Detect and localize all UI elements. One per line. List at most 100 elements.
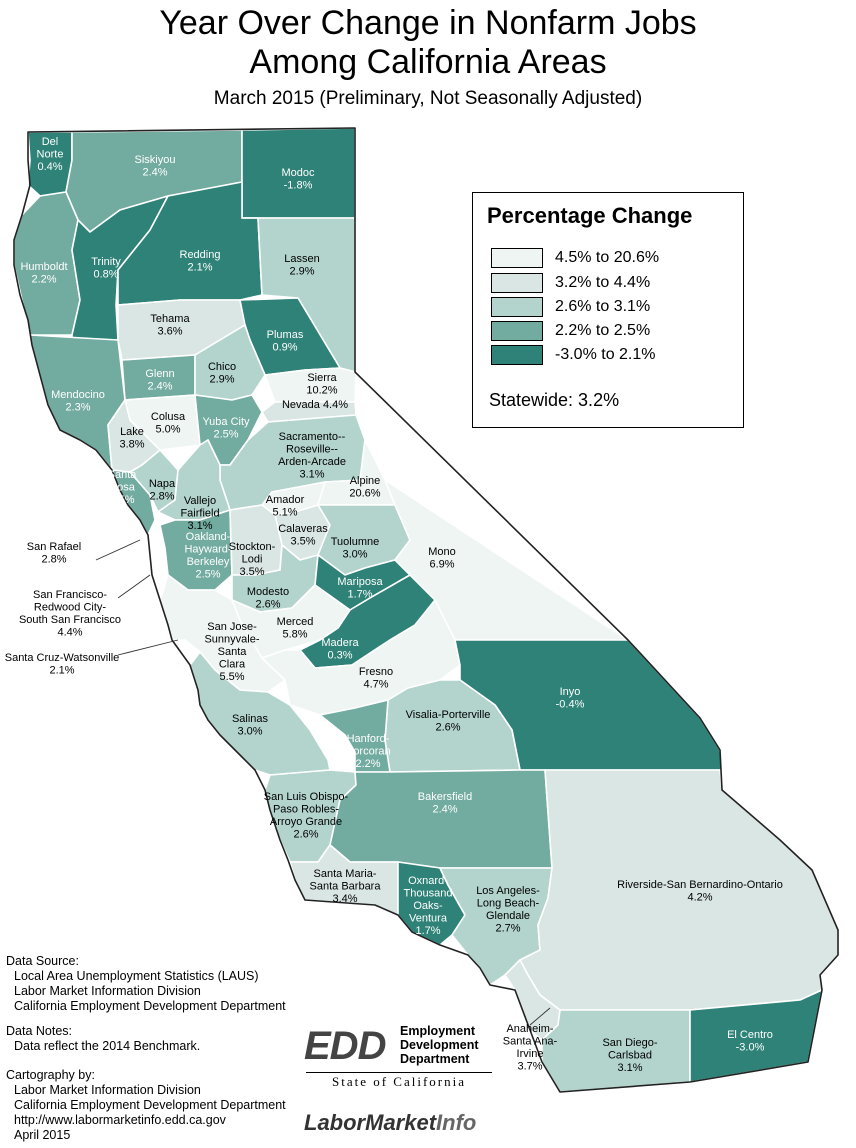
area-label-chico: Chico 2.9% bbox=[208, 361, 236, 386]
area-label-tuolumne: Tuolumne 3.0% bbox=[331, 536, 380, 561]
cartography-heading: Cartography by: bbox=[6, 1068, 95, 1082]
edd-logo-line: Development bbox=[400, 1038, 479, 1052]
area-label-line: 0.8% bbox=[93, 269, 118, 281]
legend-swatch-4 bbox=[491, 321, 543, 341]
area-label-line: San Francisco- bbox=[33, 589, 107, 601]
area-label-line: 3.5% bbox=[239, 566, 264, 578]
area-label-line: 2.4% bbox=[432, 804, 457, 816]
area-label-line: 3.4% bbox=[332, 893, 357, 905]
area-label-line: San Rafael bbox=[27, 541, 81, 553]
area-label-line: Hanford- bbox=[347, 733, 390, 745]
area-label-line: Vallejo bbox=[184, 495, 216, 507]
area-label-oxnard: Oxnard-Thousand Oaks-Ventura 1.7% bbox=[404, 875, 453, 937]
area-label-line: 20.6% bbox=[349, 488, 380, 500]
region-oakland bbox=[159, 509, 233, 591]
area-label-line: 5.8% bbox=[282, 629, 307, 641]
legend-label-1: 4.5% to 20.6% bbox=[555, 249, 660, 266]
labormarketinfo-logo: LaborMarketInfo bbox=[304, 1110, 476, 1136]
legend-class-3: 2.6% to 3.1% bbox=[491, 297, 731, 317]
area-label-line: El Centro bbox=[727, 1029, 773, 1041]
state-outline bbox=[13, 127, 839, 1093]
area-label-line: 3.1% bbox=[299, 469, 324, 481]
legend-label-4: 2.2% to 2.5% bbox=[555, 322, 651, 339]
area-label-line: 2.9% bbox=[209, 374, 234, 386]
cartography-line: http://www.labormarketinfo.edd.ca.gov bbox=[14, 1113, 226, 1127]
area-label-bakersfield: Bakersfield 2.4% bbox=[418, 791, 472, 816]
lmi-logo-part2: Info bbox=[436, 1110, 477, 1135]
area-label-line: 5.1% bbox=[272, 507, 297, 519]
area-label-line: Oakland- bbox=[186, 531, 231, 543]
area-label-offmap-48: San Francisco-Redwood City-South San Fra… bbox=[19, 589, 121, 639]
leader-san-francisco bbox=[117, 574, 151, 599]
area-label-line: Nevada 4.4% bbox=[282, 399, 348, 411]
area-label-line: Fairfield bbox=[180, 508, 219, 520]
area-label-line: Hayward- bbox=[184, 544, 231, 556]
area-label-line: 0.4% bbox=[37, 161, 62, 173]
area-label-line: -1.8% bbox=[284, 180, 313, 192]
area-label-mono: Mono 6.9% bbox=[428, 546, 456, 571]
area-label-line: Plumas bbox=[267, 329, 304, 341]
legend-class-4: 2.2% to 2.5% bbox=[491, 321, 731, 341]
area-label-line: Arroyo Grande bbox=[270, 816, 342, 828]
area-label-stockton-lodi: Stockton-Lodi 3.5% bbox=[229, 541, 276, 578]
area-label-line: Paso Robles- bbox=[273, 804, 339, 816]
area-label-line: 2.3% bbox=[65, 402, 90, 414]
area-label-salinas: Salinas 3.0% bbox=[232, 713, 269, 738]
statewide-change: Statewide: 3.2% bbox=[489, 390, 620, 410]
area-label-glenn: Glenn 2.4% bbox=[145, 368, 174, 393]
area-label-line: 3.5% bbox=[290, 536, 315, 548]
area-label-line: 2.2% bbox=[31, 274, 56, 286]
area-label-line: Fresno bbox=[359, 666, 393, 678]
area-label-line: 1.7% bbox=[415, 925, 440, 937]
area-label-oakland: Oakland-Hayward-Berkeley 2.5% bbox=[184, 531, 231, 581]
legend-swatch-1 bbox=[491, 248, 543, 268]
area-label-line: Thousand bbox=[404, 888, 453, 900]
area-label-line: Arden-Arcade bbox=[278, 456, 346, 468]
area-label-line: Santa Maria- bbox=[314, 868, 377, 880]
area-label-line: 3.1% bbox=[617, 1062, 642, 1074]
area-label-line: Norte bbox=[37, 149, 64, 161]
area-label-line: Glendale bbox=[486, 910, 530, 922]
area-label-lassen: Lassen 2.9% bbox=[284, 253, 319, 278]
area-label-line: Riverside-San Bernardino-Ontario bbox=[617, 879, 783, 891]
area-label-line: Siskiyou bbox=[135, 154, 176, 166]
area-label-offmap-47: San Rafael 2.8% bbox=[27, 541, 81, 566]
area-label-modoc: Modoc -1.8% bbox=[281, 167, 315, 192]
area-label-line: Carlsbad bbox=[608, 1050, 652, 1062]
area-label-line: 2.7% bbox=[495, 923, 520, 935]
area-label-line: Anaheim- bbox=[506, 1023, 553, 1035]
area-label-line: 2.4% bbox=[147, 381, 172, 393]
legend-class-1: 4.5% to 20.6% bbox=[491, 248, 731, 268]
area-label-nevada: Nevada 4.4% bbox=[282, 399, 348, 411]
area-label-line: Long Beach- bbox=[477, 898, 540, 910]
area-label-line: 2.6% bbox=[255, 599, 280, 611]
area-label-line: Oxnard- bbox=[408, 875, 448, 887]
area-label-line: Mariposa bbox=[337, 576, 383, 588]
area-label-san-luis-obispo: San Luis Obispo-Paso Robles-Arroyo Grand… bbox=[264, 791, 349, 841]
area-label-san-jose: San Jose-Sunnyvale-Santa Clara 5.5% bbox=[204, 621, 259, 683]
lmi-logo-part1: LaborMarket bbox=[304, 1110, 437, 1135]
legend-swatch-2 bbox=[491, 273, 543, 293]
cartography-line: California Employment Development Depart… bbox=[14, 1098, 286, 1112]
leader-anaheim bbox=[529, 1007, 551, 1026]
area-label-line: Corcoran bbox=[345, 746, 390, 758]
area-label-los-angeles: Los Angeles-Long Beach-Glendale 2.7% bbox=[476, 885, 540, 935]
area-label-line: Calaveras bbox=[278, 523, 328, 535]
area-label-siskiyou: Siskiyou 2.4% bbox=[135, 154, 176, 179]
area-label-calaveras: Calaveras 3.5% bbox=[278, 523, 328, 548]
area-label-line: Madera bbox=[321, 637, 359, 649]
area-label-line: Bakersfield bbox=[418, 791, 472, 803]
legend-swatch-3 bbox=[491, 297, 543, 317]
area-label-napa: Napa 2.8% bbox=[149, 478, 176, 503]
leader-san-rafael bbox=[95, 539, 141, 561]
area-label-line: 3.0% bbox=[237, 726, 262, 738]
area-label-trinity: Trinity 0.8% bbox=[91, 256, 121, 281]
area-label-line: 2.6% bbox=[435, 722, 460, 734]
area-label-line: Modoc bbox=[281, 167, 315, 179]
area-label-line: 6.9% bbox=[429, 559, 454, 571]
area-label-line: 10.2% bbox=[306, 385, 337, 397]
area-label-line: 2.1% bbox=[187, 262, 212, 274]
edd-logo-line: Department bbox=[400, 1052, 470, 1066]
area-label-line: 2.5% bbox=[109, 494, 134, 506]
area-label-riverside: Riverside-San Bernardino-Ontario 4.2% bbox=[617, 879, 783, 904]
